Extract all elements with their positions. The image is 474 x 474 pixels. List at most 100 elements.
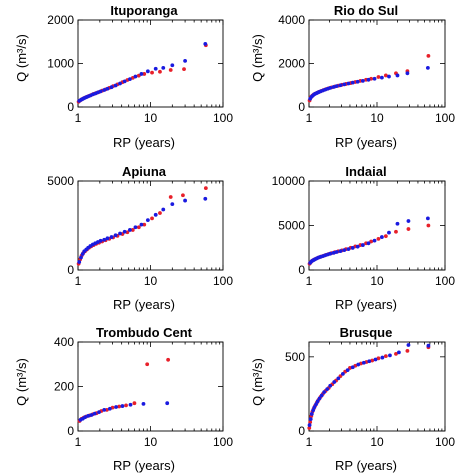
data-point	[388, 353, 392, 358]
data-point	[97, 410, 101, 414]
data-point	[142, 72, 147, 76]
data-point	[426, 53, 431, 58]
data-point	[203, 196, 208, 201]
chart-title: Rio do Sul	[334, 3, 398, 18]
data-point	[136, 225, 141, 230]
data-point	[406, 219, 411, 223]
data-point	[128, 77, 132, 82]
data-point	[355, 244, 360, 249]
x-tick-label: 1	[306, 274, 313, 288]
x-tick-label: 100	[435, 111, 455, 125]
data-point	[328, 85, 333, 90]
chart-title: Trombudo Cent	[96, 325, 193, 340]
chart-title: Ituporanga	[110, 3, 178, 18]
data-point	[107, 406, 112, 411]
data-point	[113, 83, 118, 88]
data-point	[406, 227, 411, 231]
data-point	[387, 74, 391, 79]
data-point	[394, 351, 398, 356]
data-point	[370, 358, 375, 363]
chart-panel-ituporanga: Ituporanga RP (years) Q (m³/s) 1 10 100010…	[14, 3, 233, 150]
plot-frame	[308, 180, 446, 271]
data-point	[314, 402, 318, 407]
data-point	[133, 225, 138, 230]
x-tick-label: 10	[144, 111, 158, 125]
y-tick-label: 0	[298, 424, 305, 438]
data-point	[328, 383, 333, 388]
data-point	[376, 75, 381, 79]
data-point	[133, 74, 138, 79]
plot-frame	[308, 19, 446, 108]
data-point	[141, 401, 146, 406]
data-point	[350, 365, 355, 370]
data-point	[168, 68, 173, 72]
data-point	[405, 71, 410, 76]
data-point	[425, 216, 430, 221]
data-point	[158, 211, 162, 215]
data-point	[361, 360, 366, 365]
y-tick-label: 4000	[278, 13, 305, 27]
series-blue	[308, 65, 430, 101]
y-tick-label: 10000	[272, 174, 306, 188]
x-tick-label: 10	[144, 274, 158, 288]
data-point	[130, 228, 135, 232]
data-point	[342, 248, 347, 253]
x-tick-label: 100	[435, 274, 455, 288]
data-point	[380, 355, 385, 360]
data-point	[89, 413, 94, 417]
data-point	[315, 399, 320, 404]
data-point	[395, 221, 400, 226]
data-point	[153, 212, 158, 217]
chart-panel-apiuna: Apiuna RP (years) 1 10 100 0 5000	[47, 164, 233, 312]
data-point	[383, 73, 388, 78]
data-point	[142, 222, 147, 227]
data-point	[102, 407, 107, 412]
data-point	[325, 387, 330, 392]
y-tick-label: 5000	[278, 219, 305, 233]
data-point	[113, 233, 118, 238]
x-tick-label: 100	[435, 435, 455, 449]
data-point	[331, 85, 336, 89]
data-point	[77, 260, 82, 264]
series-blue	[308, 216, 430, 265]
data-point	[379, 235, 384, 239]
data-point	[145, 362, 150, 367]
x-tick-label: 100	[213, 111, 233, 125]
data-point	[181, 193, 185, 198]
x-tick-label: 1	[75, 435, 82, 449]
data-point	[132, 401, 137, 406]
data-point	[356, 362, 361, 367]
data-point	[168, 195, 173, 199]
data-point	[405, 349, 410, 353]
y-axis-label: Q (m³/s)	[14, 358, 29, 406]
data-point	[203, 186, 208, 191]
data-point	[161, 207, 166, 212]
data-point	[308, 420, 313, 424]
data-point	[366, 241, 371, 246]
x-axis-label: RP (years)	[113, 458, 175, 473]
data-point	[170, 63, 175, 68]
series-blue	[77, 42, 208, 103]
data-point	[383, 234, 388, 239]
data-point	[345, 368, 350, 373]
data-point	[122, 79, 127, 84]
data-point	[346, 247, 351, 251]
data-point	[120, 404, 125, 408]
chart-panel-trombudo-cent: Trombudo Cent RP (years) Q (m³/s) 1 10 100…	[14, 325, 233, 473]
x-tick-label: 1	[75, 274, 82, 288]
data-point	[338, 249, 343, 254]
data-point	[346, 81, 351, 86]
data-point	[395, 73, 400, 78]
x-axis-label: RP (years)	[335, 458, 397, 473]
y-tick-label: 500	[285, 350, 305, 364]
data-point	[366, 77, 371, 82]
series-blue	[307, 343, 431, 427]
data-point	[166, 357, 171, 362]
x-tick-label: 10	[370, 274, 384, 288]
data-point	[376, 356, 381, 361]
data-point	[109, 235, 114, 239]
x-tick-label: 10	[370, 435, 384, 449]
data-point	[165, 401, 170, 406]
chart-title: Indaial	[345, 164, 386, 179]
